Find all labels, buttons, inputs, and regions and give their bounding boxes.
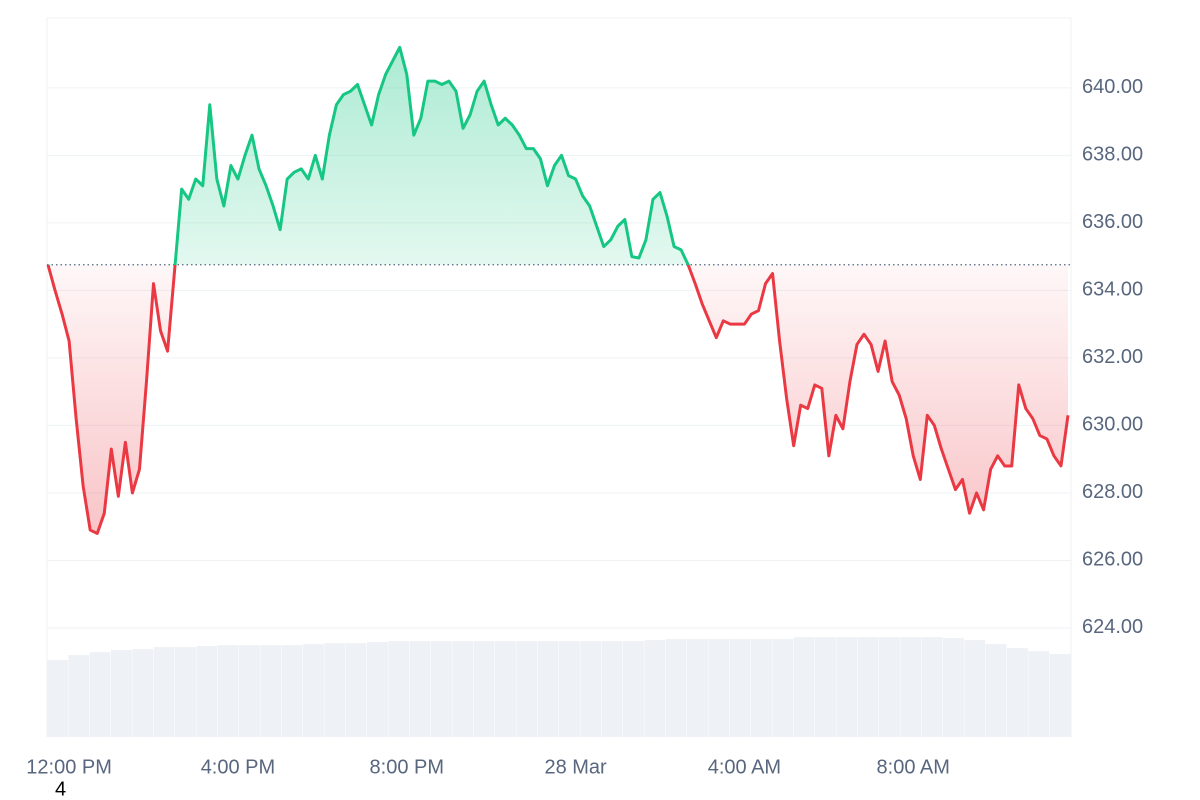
volume-bar xyxy=(409,641,431,737)
x-tick-label: 12:00 PM xyxy=(26,756,112,778)
volume-bar xyxy=(580,641,602,737)
volume-bar xyxy=(900,637,922,737)
volume-bar xyxy=(388,641,410,737)
volume-bar xyxy=(239,645,260,737)
y-tick-label: 636.00 xyxy=(1082,211,1143,233)
price-area xyxy=(48,47,1068,534)
volume-bar xyxy=(111,650,132,737)
volume-bar xyxy=(857,637,879,737)
volume-bar xyxy=(452,641,474,737)
x-tick-label: 4:00 AM xyxy=(708,756,781,778)
volume-bar xyxy=(537,641,559,737)
volume-bar xyxy=(196,646,218,737)
price-lines xyxy=(46,45,1071,535)
x-tick-label: 8:00 PM xyxy=(370,756,444,778)
volume-bar xyxy=(1007,648,1028,737)
volume-bar xyxy=(47,660,68,737)
volume-bar xyxy=(324,643,346,737)
volume-bar xyxy=(964,640,986,737)
y-tick-label: 626.00 xyxy=(1082,549,1143,571)
y-tick-label: 628.00 xyxy=(1082,481,1143,503)
volume-bar xyxy=(281,645,303,737)
volume-bar xyxy=(367,642,388,737)
volume-bar xyxy=(68,655,90,737)
y-tick-label: 634.00 xyxy=(1082,279,1143,301)
volume-bar xyxy=(431,641,452,737)
y-tick-label: 632.00 xyxy=(1082,346,1143,368)
volume-bar xyxy=(473,641,495,737)
y-tick-label: 640.00 xyxy=(1082,76,1143,98)
y-tick-label: 624.00 xyxy=(1082,616,1143,638)
volume-bar xyxy=(132,649,154,737)
x-tick-label: 4:00 PM xyxy=(201,756,275,778)
volume-bar xyxy=(708,639,730,737)
volume-bar xyxy=(836,637,858,737)
volume-bar xyxy=(729,639,751,737)
volume-bar xyxy=(516,641,538,737)
y-tick-label: 638.00 xyxy=(1082,144,1143,166)
y-tick-label: 630.00 xyxy=(1082,414,1143,436)
price-line xyxy=(46,45,1070,535)
volume-bar xyxy=(601,641,623,737)
volume-bar xyxy=(665,639,687,737)
volume-bar xyxy=(175,647,196,737)
volume-bar xyxy=(260,645,282,737)
volume-bar xyxy=(217,645,239,737)
volume-bar xyxy=(644,640,666,737)
volume-bars xyxy=(47,637,1071,737)
volume-bar xyxy=(879,637,900,737)
grid: 624.00 626.00 628.00 630.00 632.00 634.00 636.… xyxy=(26,76,1143,778)
volume-bar xyxy=(559,641,580,737)
volume-bar xyxy=(985,644,1007,737)
volume-bar xyxy=(623,641,644,737)
volume-bar xyxy=(495,641,516,737)
volume-bar xyxy=(1049,654,1071,737)
volume-bar xyxy=(345,643,367,737)
volume-bar xyxy=(153,647,175,737)
volume-bar xyxy=(687,639,708,737)
volume-bar xyxy=(772,639,794,737)
volume-bar xyxy=(943,638,964,737)
volume-bar xyxy=(751,639,772,737)
volume-bar xyxy=(815,637,836,737)
volume-bar xyxy=(1028,651,1050,737)
x-tick-label: 8:00 AM xyxy=(877,756,950,778)
volume-bar xyxy=(793,637,815,737)
volume-bar xyxy=(303,644,324,737)
footnote: 4 xyxy=(55,778,66,800)
x-tick-label: 28 Mar xyxy=(544,756,607,778)
volume-bar xyxy=(921,637,943,737)
volume-bar xyxy=(89,652,111,737)
